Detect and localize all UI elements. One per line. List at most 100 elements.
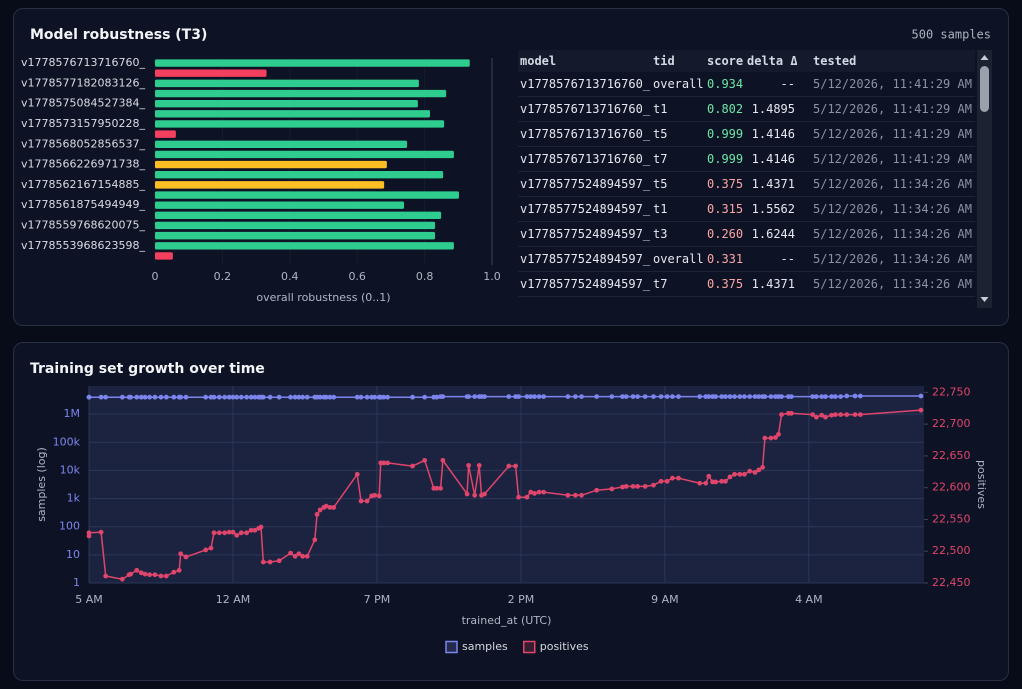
bar — [155, 242, 454, 250]
table-row: v1778577524894597_ overall 0.331 -- 5/12/202… — [518, 246, 975, 272]
data-point — [128, 394, 134, 400]
y-tick-label: v1778568052856537_ — [21, 137, 145, 150]
data-point — [838, 412, 844, 417]
data-point — [288, 394, 293, 400]
data-point — [472, 394, 478, 400]
column-header: tested — [797, 50, 975, 72]
data-point — [163, 573, 169, 579]
data-point — [163, 394, 169, 400]
data-point — [732, 471, 737, 477]
data-point — [819, 394, 825, 400]
data-point — [768, 435, 774, 441]
scrollbar[interactable] — [977, 50, 992, 308]
table-cell: 1.4371 — [745, 171, 797, 197]
x-tick-label: 2 PM — [508, 593, 535, 606]
data-point — [134, 567, 140, 573]
data-point — [119, 576, 125, 582]
scroll-thumb[interactable] — [980, 66, 989, 112]
x-tick-label: 7 PM — [364, 593, 391, 606]
data-point — [142, 571, 148, 577]
data-point — [211, 530, 217, 536]
table-cell: 5/12/2026, 11:41:29 AM — [797, 72, 975, 97]
table-cell: 1.5562 — [745, 196, 797, 222]
data-point — [752, 394, 758, 400]
table-row: v1778576713716760_ t5 0.999 1.4146 5/12/2026… — [518, 121, 975, 147]
data-point — [331, 394, 337, 400]
data-point — [296, 394, 302, 400]
data-point — [832, 394, 838, 400]
data-point — [727, 394, 733, 400]
data-point — [178, 551, 184, 557]
data-point — [138, 394, 144, 400]
data-point — [697, 480, 703, 486]
y-tick-label: 10k — [60, 463, 81, 476]
table-cell: v1778577524894597_ — [518, 171, 651, 197]
data-point — [752, 470, 758, 475]
data-point — [664, 394, 670, 400]
data-point — [482, 394, 487, 400]
table-row: v1778577524894597_ t3 0.260 1.6244 5/12/2026… — [518, 221, 975, 247]
data-point — [742, 394, 747, 400]
y-tick-label: v1778559768620075_ — [21, 218, 145, 231]
data-point — [234, 532, 240, 538]
data-point — [422, 457, 428, 463]
data-point — [594, 394, 600, 400]
table-cell: overall — [651, 72, 705, 97]
data-point — [248, 394, 254, 400]
data-point — [244, 394, 250, 400]
data-point — [779, 394, 784, 400]
data-point — [203, 547, 209, 553]
data-point — [773, 435, 778, 440]
data-point — [789, 394, 794, 400]
data-point — [158, 573, 164, 579]
data-point — [620, 394, 625, 400]
y-tick-label: v1778575084527384_ — [21, 97, 145, 110]
data-point — [642, 394, 648, 400]
data-point — [623, 394, 629, 400]
data-point — [434, 485, 440, 491]
data-point — [516, 394, 522, 400]
table-body: v1778576713716760_ overall 0.934 -- 5/12/202… — [518, 72, 975, 297]
data-point — [98, 394, 104, 400]
data-point — [211, 394, 217, 400]
data-point — [292, 553, 298, 559]
data-point — [476, 463, 482, 468]
data-point — [317, 394, 323, 400]
column-header: model — [518, 50, 651, 72]
data-point — [230, 529, 236, 535]
data-point — [829, 394, 834, 400]
data-point — [565, 492, 571, 498]
data-point — [814, 394, 819, 400]
data-point — [832, 412, 838, 417]
data-point — [226, 529, 232, 535]
data-point — [573, 492, 578, 498]
table-cell: -- — [745, 72, 797, 97]
data-point — [438, 485, 443, 491]
data-point — [171, 569, 177, 575]
data-point — [573, 394, 578, 400]
data-point — [857, 412, 863, 417]
data-point — [147, 394, 153, 400]
data-point — [703, 480, 709, 486]
data-point — [829, 412, 834, 418]
data-point — [300, 553, 306, 559]
data-point — [238, 394, 244, 400]
data-point — [706, 473, 712, 479]
data-point — [98, 529, 104, 535]
data-point — [331, 504, 337, 510]
data-point — [376, 493, 382, 499]
table-cell: v1778577524894597_ — [518, 246, 651, 272]
data-point — [506, 463, 512, 469]
data-point — [440, 394, 446, 400]
panel-title: Model robustness (T3) — [30, 27, 207, 43]
y2-tick-label: 22,550 — [932, 512, 971, 525]
y-tick-label: 100 — [59, 520, 80, 533]
data-point — [844, 412, 850, 417]
data-point — [768, 394, 774, 400]
data-point — [852, 412, 858, 417]
data-point — [609, 394, 615, 400]
data-point — [762, 435, 768, 441]
data-point — [516, 494, 522, 500]
data-point — [918, 407, 924, 413]
